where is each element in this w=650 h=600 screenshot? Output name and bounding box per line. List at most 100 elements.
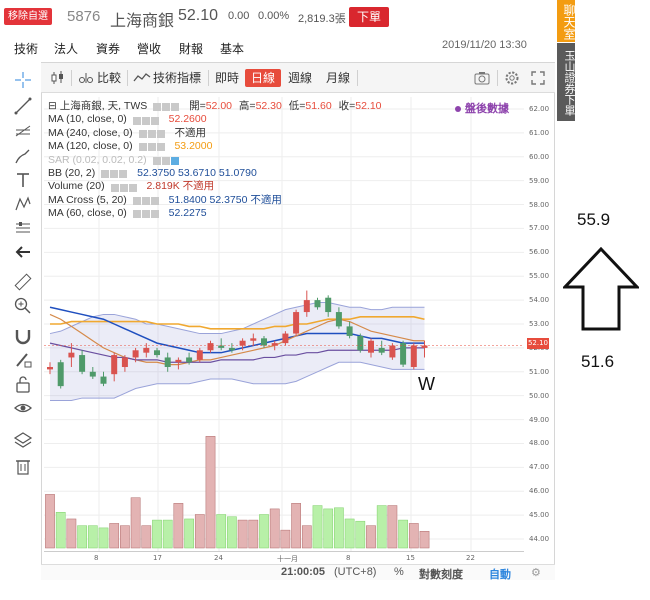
candle-body xyxy=(421,345,428,348)
legend-row-sar[interactable]: SAR (0.02, 0.02, 0.2) xyxy=(48,154,428,167)
broker-order-tab[interactable]: 玉山證券下單 xyxy=(557,43,575,121)
candle-body xyxy=(228,347,235,351)
chart-toolbar: 比較 技術指標 即時 日線 週線 月線 xyxy=(41,63,555,93)
tab-institutional[interactable]: 法人 xyxy=(54,42,79,56)
legend-controls[interactable] xyxy=(152,156,183,165)
status-timezone[interactable]: (UTC+8) xyxy=(334,566,377,578)
legend-controls[interactable] xyxy=(110,183,141,192)
legend-main-label: 上海商銀, 天, TWS xyxy=(59,100,148,112)
period-monthly[interactable]: 月線 xyxy=(326,71,351,85)
candle-body xyxy=(239,340,246,346)
volume-bar xyxy=(312,505,323,549)
zoom-in-icon[interactable] xyxy=(13,296,33,316)
legend-controls[interactable] xyxy=(138,129,169,138)
volume-bar xyxy=(45,494,55,549)
price-axis: 62.00 61.00 60.00 59.00 58.00 57.00 56.00 55.00… xyxy=(525,97,555,551)
legend-controls[interactable] xyxy=(101,169,131,179)
compare-button[interactable]: 比較 xyxy=(97,71,122,85)
remove-watchlist-button[interactable]: 移除自選 xyxy=(4,8,52,25)
legend-controls[interactable] xyxy=(132,116,163,125)
settings-small-icon[interactable]: ⚙ xyxy=(531,567,541,579)
layers-icon[interactable] xyxy=(13,430,33,450)
legend-row-volume[interactable]: Volume (20) 2.819K 不適用 xyxy=(48,180,428,193)
lock-icon[interactable] xyxy=(13,374,33,394)
legend-controls[interactable] xyxy=(132,196,163,205)
volume-bar xyxy=(120,525,130,549)
camera-icon[interactable] xyxy=(473,69,491,87)
high-label: 高= xyxy=(238,100,256,112)
bb-upper-line xyxy=(49,301,425,335)
candle-body xyxy=(282,333,289,344)
log-scale-toggle[interactable]: 對數刻度 xyxy=(419,569,463,581)
tab-margin[interactable]: 資券 xyxy=(96,42,121,56)
place-order-button[interactable]: 下單 xyxy=(349,7,389,27)
gear-icon[interactable] xyxy=(503,69,521,87)
volume-bar xyxy=(387,505,398,549)
candle-body xyxy=(293,312,300,334)
collapse-icon[interactable]: ⊟ xyxy=(48,100,57,112)
fullscreen-icon[interactable] xyxy=(529,69,547,87)
candle-body xyxy=(271,343,278,346)
pattern-icon[interactable] xyxy=(13,194,33,214)
y-tick: 62.00 xyxy=(529,104,550,113)
fib-icon[interactable] xyxy=(13,121,33,141)
auto-scale-toggle[interactable]: 自動 xyxy=(489,569,511,581)
candle-body xyxy=(164,357,171,368)
indicator-legend: ⊟ 上海商銀, 天, TWS 開=52.00 高=52.30 低=51.60 收… xyxy=(48,100,428,221)
magnet-icon[interactable] xyxy=(13,326,33,346)
candle-style-icon[interactable] xyxy=(49,69,67,87)
period-realtime[interactable]: 即時 xyxy=(215,71,240,85)
legend-label: MA Cross (5, 20) xyxy=(48,193,127,206)
legend-value: 不適用 xyxy=(174,126,206,139)
x-tick: 8 xyxy=(346,554,351,562)
tab-profile[interactable]: 基本 xyxy=(220,42,245,56)
crosshair-icon[interactable] xyxy=(13,70,33,90)
indicators-button[interactable]: 技術指標 xyxy=(153,71,202,85)
price-chart[interactable] xyxy=(44,97,524,551)
chat-room-tab[interactable]: 聊天室 xyxy=(557,0,576,42)
candle-body xyxy=(154,350,160,356)
after-hours-toggle[interactable]: 盤後數據 xyxy=(455,100,509,116)
tab-financials[interactable]: 財報 xyxy=(179,42,204,56)
volume-bar xyxy=(98,527,109,549)
legend-controls[interactable] xyxy=(138,142,169,152)
period-weekly[interactable]: 週線 xyxy=(288,71,313,85)
drawing-toolbar xyxy=(6,66,40,486)
legend-main-row[interactable]: ⊟ 上海商銀, 天, TWS 開=52.00 高=52.30 低=51.60 收… xyxy=(48,100,428,113)
trendline-icon[interactable] xyxy=(13,96,33,116)
y-tick: 45.00 xyxy=(529,511,550,520)
legend-row-bb[interactable]: BB (20, 2) 52.3750 53.6710 51.0790 xyxy=(48,167,428,180)
pencil-lock-icon[interactable] xyxy=(13,350,33,370)
legend-row-ma10[interactable]: MA (10, close, 0) 52.2600 xyxy=(48,113,428,126)
volume-bar xyxy=(141,525,152,549)
brush-icon[interactable] xyxy=(13,146,33,166)
legend-controls[interactable] xyxy=(153,102,183,112)
text-tool-icon[interactable] xyxy=(13,170,33,190)
volume-bar xyxy=(323,508,334,549)
position-icon[interactable] xyxy=(13,218,33,238)
arrow-left-icon[interactable] xyxy=(13,242,33,262)
candle-body xyxy=(410,345,417,368)
legend-label: MA (120, close, 0) xyxy=(48,140,133,153)
period-daily[interactable]: 日線 xyxy=(245,69,282,87)
tab-technical[interactable]: 技術 xyxy=(14,42,39,56)
indicator-wave-icon[interactable] xyxy=(133,69,151,87)
candle-body xyxy=(218,345,225,348)
compare-icon[interactable] xyxy=(77,69,95,87)
volume-bar xyxy=(152,519,162,549)
annotation-base-price: 51.6 xyxy=(581,352,615,371)
volume-bar xyxy=(55,512,66,549)
tab-revenue[interactable]: 營收 xyxy=(137,42,162,56)
volume-bar xyxy=(87,525,98,549)
candle-body xyxy=(89,371,96,377)
legend-row-ma120[interactable]: MA (120, close, 0) 53.2000 xyxy=(48,140,428,153)
eye-icon[interactable] xyxy=(13,398,33,418)
legend-controls[interactable] xyxy=(132,209,163,219)
ruler-icon[interactable] xyxy=(13,272,33,292)
percent-toggle[interactable]: % xyxy=(394,566,404,578)
legend-row-ma240[interactable]: MA (240, close, 0) 不適用 xyxy=(48,127,428,140)
legend-row-ma60[interactable]: MA (60, close, 0) 52.2275 xyxy=(48,207,428,220)
candle-body xyxy=(68,352,75,358)
trash-icon[interactable] xyxy=(13,456,33,476)
legend-row-macross[interactable]: MA Cross (5, 20) 51.8400 52.3750 不適用 xyxy=(48,194,428,207)
